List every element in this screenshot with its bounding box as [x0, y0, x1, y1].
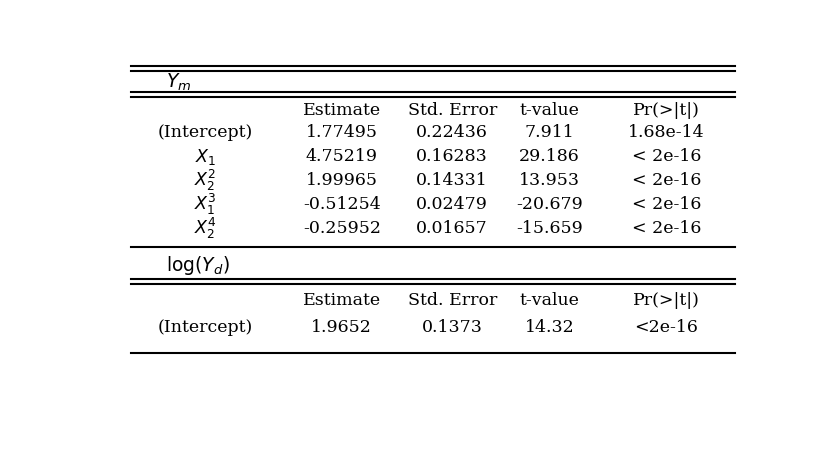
Text: -0.25952: -0.25952: [303, 219, 380, 236]
Text: Estimate: Estimate: [303, 102, 380, 119]
Text: $\log(Y_d)$: $\log(Y_d)$: [167, 253, 230, 276]
Text: $X_2^2$: $X_2^2$: [194, 167, 216, 192]
Text: Std. Error: Std. Error: [407, 291, 497, 308]
Text: < 2e-16: < 2e-16: [632, 195, 701, 212]
Text: $X_2^4$: $X_2^4$: [194, 215, 217, 240]
Text: <2e-16: <2e-16: [634, 318, 698, 336]
Text: 7.911: 7.911: [525, 124, 575, 141]
Text: Pr(>|t|): Pr(>|t|): [633, 102, 700, 119]
Text: 0.02479: 0.02479: [416, 195, 489, 212]
Text: 13.953: 13.953: [519, 172, 580, 188]
Text: -0.51254: -0.51254: [303, 195, 380, 212]
Text: 0.16283: 0.16283: [416, 148, 488, 165]
Text: Pr(>|t|): Pr(>|t|): [633, 291, 700, 308]
Text: 14.32: 14.32: [525, 318, 575, 336]
Text: $X_1^3$: $X_1^3$: [194, 191, 217, 217]
Text: 29.186: 29.186: [520, 148, 580, 165]
Text: (Intercept): (Intercept): [158, 124, 253, 141]
Text: < 2e-16: < 2e-16: [632, 219, 701, 236]
Text: Std. Error: Std. Error: [407, 102, 497, 119]
Text: $Y_m$: $Y_m$: [167, 72, 192, 93]
Text: 1.77495: 1.77495: [306, 124, 378, 141]
Text: < 2e-16: < 2e-16: [632, 172, 701, 188]
Text: Estimate: Estimate: [303, 291, 380, 308]
Text: $X_1$: $X_1$: [194, 146, 216, 166]
Text: t-value: t-value: [520, 291, 580, 308]
Text: 1.68e-14: 1.68e-14: [628, 124, 705, 141]
Text: -20.679: -20.679: [516, 195, 583, 212]
Text: 1.99965: 1.99965: [306, 172, 378, 188]
Text: (Intercept): (Intercept): [158, 318, 253, 336]
Text: 0.14331: 0.14331: [416, 172, 488, 188]
Text: 4.75219: 4.75219: [306, 148, 378, 165]
Text: 0.22436: 0.22436: [416, 124, 489, 141]
Text: 1.9652: 1.9652: [312, 318, 372, 336]
Text: t-value: t-value: [520, 102, 580, 119]
Text: 0.01657: 0.01657: [416, 219, 488, 236]
Text: < 2e-16: < 2e-16: [632, 148, 701, 165]
Text: -15.659: -15.659: [516, 219, 583, 236]
Text: 0.1373: 0.1373: [422, 318, 483, 336]
